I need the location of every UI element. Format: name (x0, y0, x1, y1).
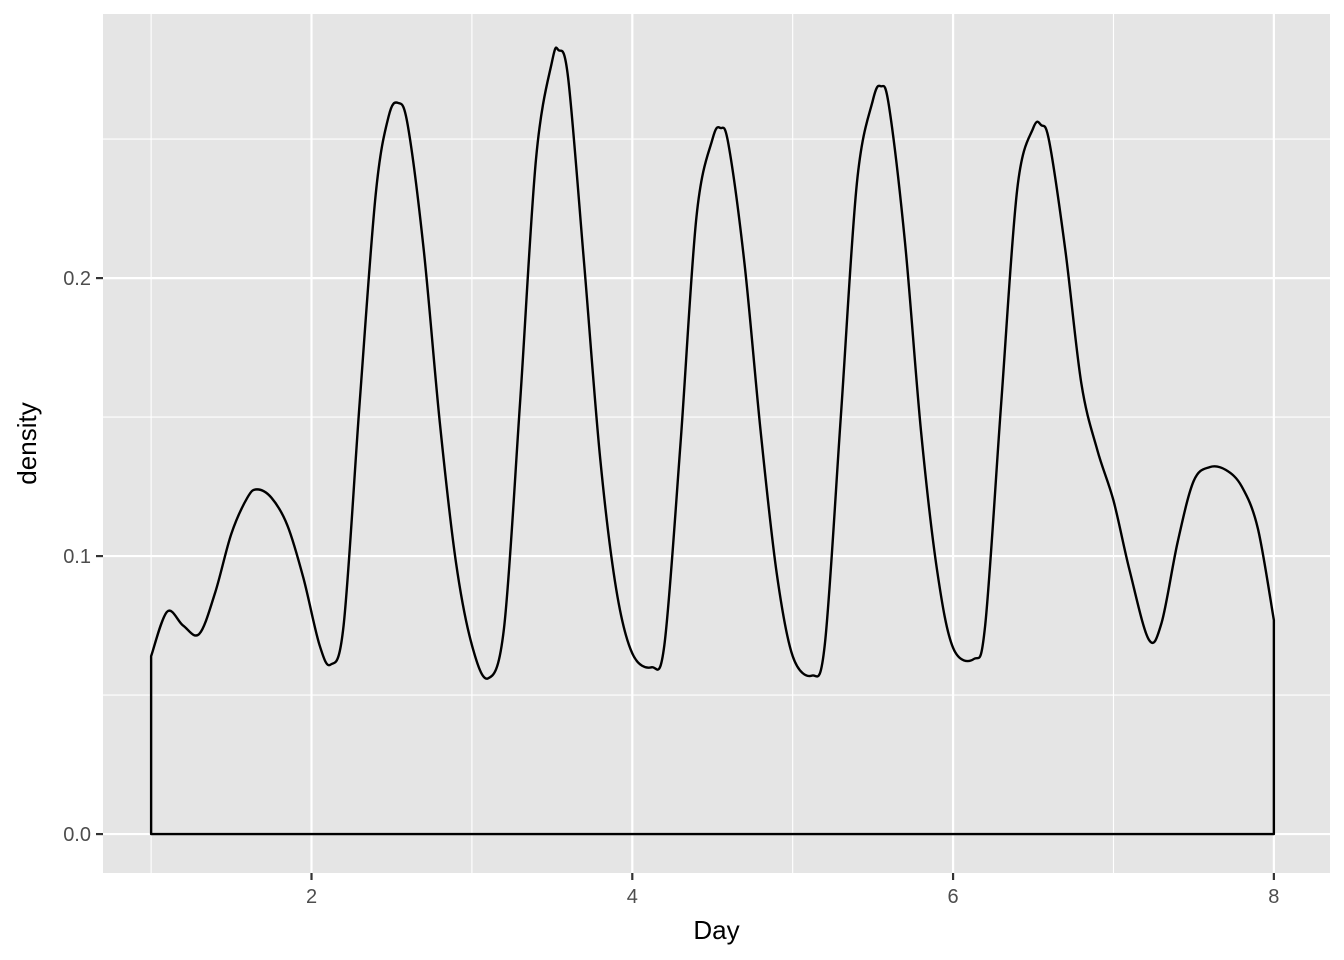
y-axis: 0.0 0.1 0.2 (63, 268, 103, 846)
y-tick-label: 0.0 (63, 824, 91, 846)
x-axis: 2 4 6 8 (306, 873, 1279, 908)
plot-panel (103, 14, 1330, 873)
y-tick-label: 0.2 (63, 268, 91, 290)
minor-gridlines (103, 14, 1330, 873)
density-line (149, 46, 1276, 836)
x-tick-label: 8 (1268, 886, 1279, 908)
x-tick-label: 4 (627, 886, 638, 908)
x-tick-label: 2 (306, 886, 317, 908)
x-tick-label: 6 (948, 886, 959, 908)
x-axis-title: Day (693, 915, 739, 945)
y-tick-label: 0.1 (63, 546, 91, 568)
y-axis-title: density (12, 402, 42, 484)
